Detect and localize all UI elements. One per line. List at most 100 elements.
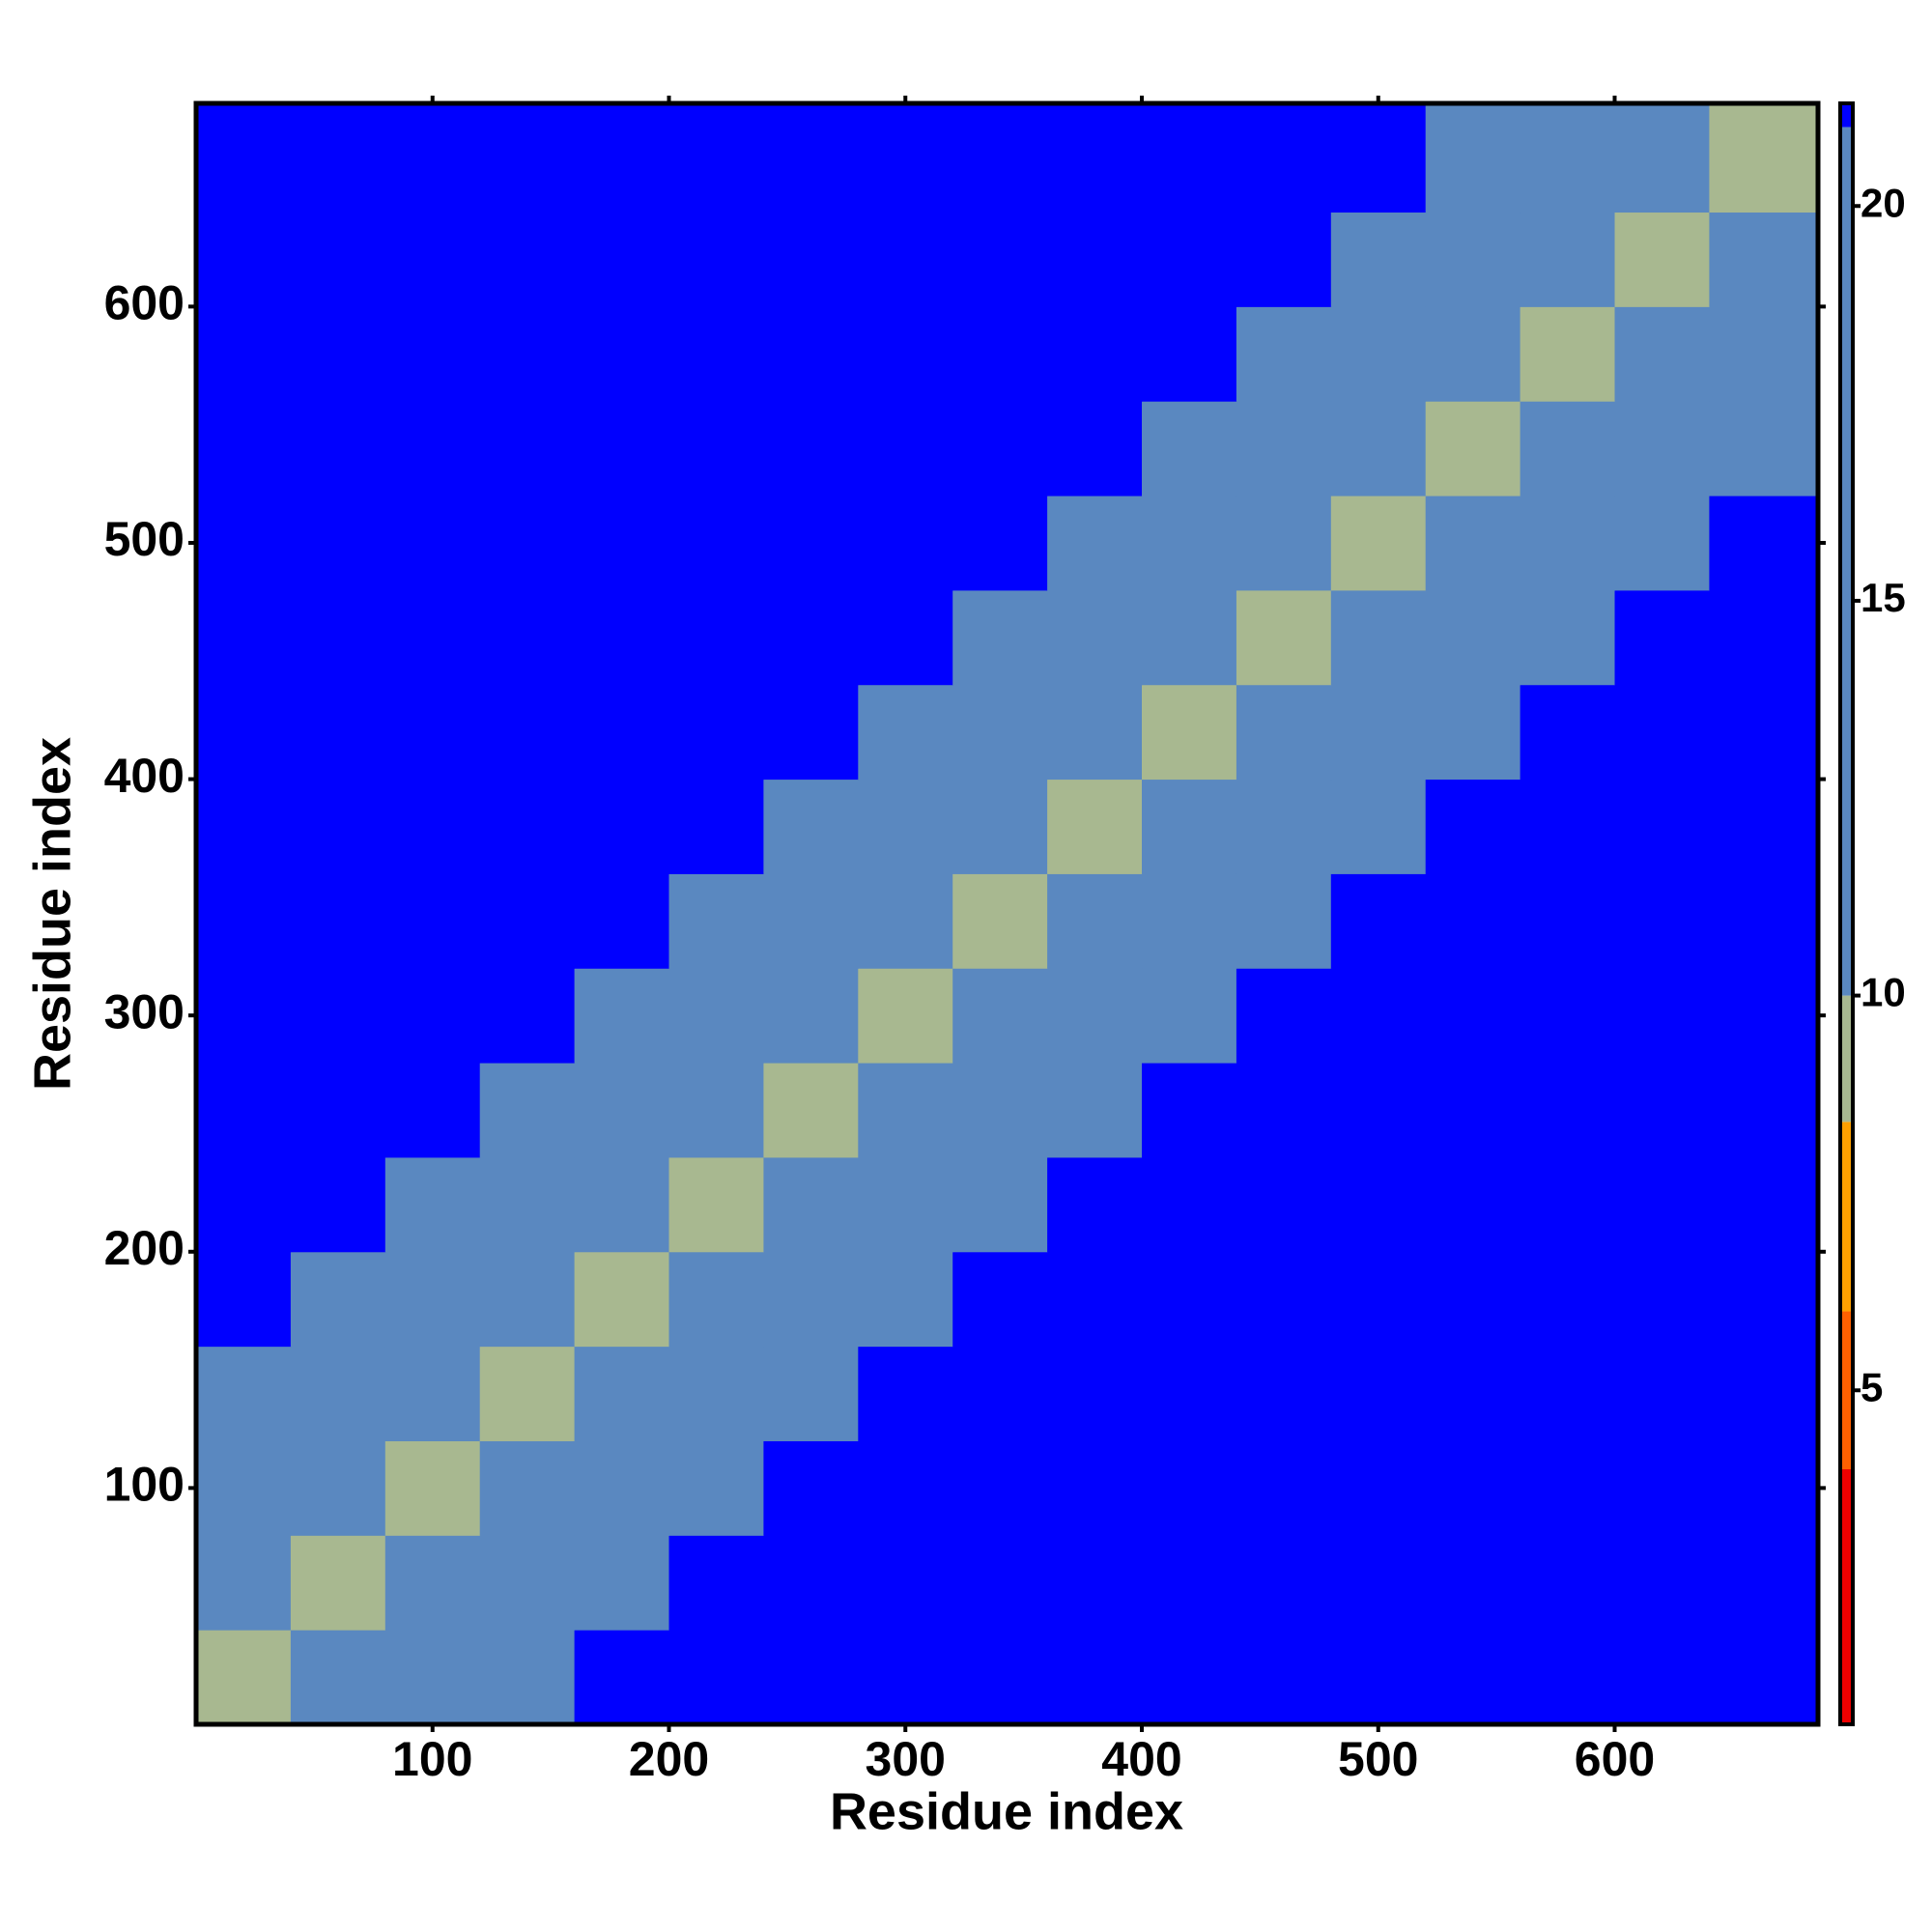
heatmap-cell — [763, 968, 859, 1064]
heatmap-cell — [763, 1630, 859, 1725]
heatmap-cell — [1425, 873, 1521, 969]
y-tick-label: 100 — [104, 1458, 185, 1512]
heatmap-cell — [384, 684, 481, 781]
heatmap-cell — [1330, 1251, 1427, 1348]
heatmap-cell — [1520, 1156, 1616, 1253]
heatmap-cell — [1614, 968, 1710, 1064]
heatmap-cell — [1425, 1156, 1521, 1253]
heatmap-cell — [1330, 1630, 1427, 1725]
colorbar-tick-label: 15 — [1861, 575, 1906, 620]
y-tick-label: 400 — [104, 749, 185, 803]
heatmap-cell — [1142, 306, 1237, 402]
heatmap-cell — [1709, 1346, 1819, 1441]
heatmap-cell — [479, 212, 576, 307]
colorbar-segment — [1840, 127, 1853, 996]
x-tick-label: 600 — [1575, 1732, 1655, 1786]
heatmap-cell — [668, 212, 764, 307]
heatmap-cell — [1047, 1156, 1143, 1253]
colorbar-segment — [1840, 995, 1853, 1122]
heatmap-cell — [1520, 589, 1616, 686]
heatmap-cell — [1520, 1063, 1616, 1158]
heatmap-cell — [1330, 1346, 1427, 1441]
heatmap-cell — [1520, 212, 1616, 307]
colorbar-segment — [1840, 1311, 1853, 1469]
heatmap-cell — [668, 1156, 764, 1253]
heatmap-cell — [479, 103, 576, 213]
heatmap-cell — [479, 1440, 576, 1536]
heatmap-cell — [763, 589, 859, 686]
heatmap-cell — [196, 779, 292, 874]
heatmap-cell — [1047, 1630, 1143, 1725]
heatmap-cell — [1047, 1251, 1143, 1348]
heatmap-cell — [952, 1063, 1048, 1158]
colorbar-tick-label: 5 — [1861, 1364, 1883, 1409]
heatmap-cell — [1520, 684, 1616, 781]
heatmap-cell — [384, 779, 481, 874]
heatmap-cell — [763, 496, 859, 591]
heatmap-cell — [479, 684, 576, 781]
heatmap-cell — [1520, 1440, 1616, 1536]
heatmap-cell — [196, 496, 292, 591]
heatmap-cell — [384, 401, 481, 497]
heatmap-cell — [384, 1346, 481, 1441]
heatmap-cell — [858, 968, 953, 1064]
heatmap-cell — [574, 1440, 670, 1536]
heatmap-cell — [1709, 1156, 1819, 1253]
heatmap-cell — [1142, 589, 1237, 686]
heatmap-cell — [1709, 589, 1819, 686]
heatmap-cell — [1709, 103, 1819, 213]
heatmap-cell — [1236, 873, 1332, 969]
plot-frame — [193, 100, 1821, 1727]
heatmap-cell — [1047, 1063, 1143, 1158]
heatmap-cell — [1709, 1251, 1819, 1348]
heatmap-cell — [763, 1063, 859, 1158]
heatmap-cell — [196, 1251, 292, 1348]
heatmap-cell — [290, 589, 386, 686]
heatmap-cell — [1614, 589, 1710, 686]
heatmap-cell — [1520, 306, 1616, 402]
heatmap-cell — [1142, 968, 1237, 1064]
heatmap-cell — [1047, 968, 1143, 1064]
heatmap-cell — [1709, 1440, 1819, 1536]
heatmap-cell — [479, 1251, 576, 1348]
heatmap-cell — [1614, 779, 1710, 874]
heatmap-cell — [1236, 1440, 1332, 1536]
heatmap-cell — [384, 1630, 481, 1725]
heatmap-cell — [574, 1156, 670, 1253]
heatmap-cell — [1614, 1440, 1710, 1536]
colorbar-tick-label: 20 — [1861, 180, 1906, 225]
heatmap-cell — [479, 873, 576, 969]
heatmap-cell — [668, 496, 764, 591]
heatmap-cell — [1047, 212, 1143, 307]
heatmap-cell — [196, 1063, 292, 1158]
heatmap-cell — [1330, 401, 1427, 497]
heatmap-cell — [384, 873, 481, 969]
heatmap-cell — [1142, 1156, 1237, 1253]
heatmap-cell — [1236, 401, 1332, 497]
heatmap-cell — [196, 1346, 292, 1441]
heatmap-cell — [1236, 1346, 1332, 1441]
heatmap-cell — [763, 103, 859, 213]
x-tick-label: 200 — [629, 1732, 709, 1786]
heatmap-cell — [1236, 1063, 1332, 1158]
heatmap-cell — [290, 1630, 386, 1725]
y-axis-title: Residue index — [23, 737, 81, 1091]
heatmap-cell — [574, 1063, 670, 1158]
heatmap-cell — [952, 306, 1048, 402]
heatmap-cell — [1236, 1535, 1332, 1631]
heatmap-cell — [384, 1063, 481, 1158]
heatmap-cell — [668, 968, 764, 1064]
heatmap-cell — [1330, 1156, 1427, 1253]
heatmap-cell — [1330, 496, 1427, 591]
heatmap-cell — [763, 873, 859, 969]
heatmap-cell — [479, 1346, 576, 1441]
heatmap-cell — [668, 873, 764, 969]
heatmap-cell — [858, 212, 953, 307]
heatmap-cell — [574, 1346, 670, 1441]
heatmap-cell — [1614, 1535, 1710, 1631]
heatmap-cell — [668, 684, 764, 781]
heatmap-cell — [1614, 401, 1710, 497]
heatmap-cell — [1142, 1440, 1237, 1536]
heatmap-cell — [668, 1535, 764, 1631]
